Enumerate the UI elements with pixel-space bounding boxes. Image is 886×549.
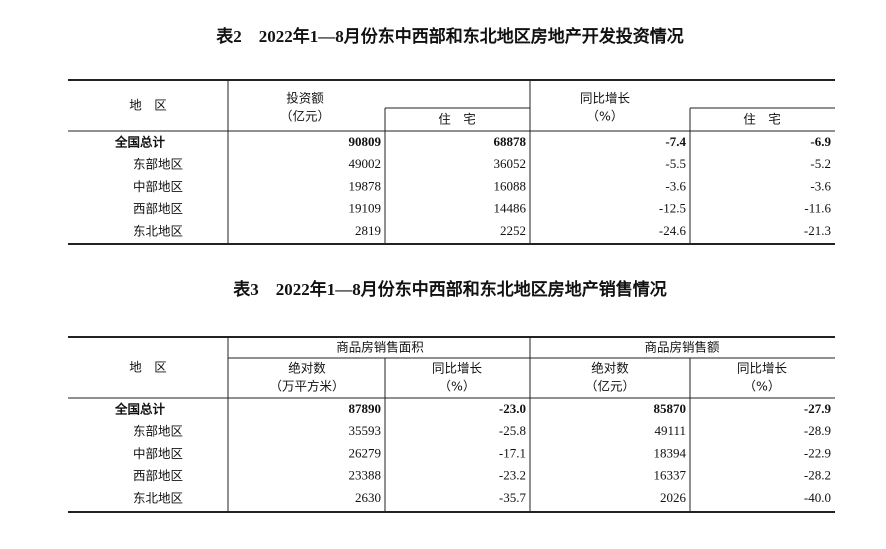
value-cell: 23388: [349, 468, 382, 483]
value-cell: -23.0: [499, 401, 526, 416]
value-cell: 19878: [349, 178, 382, 193]
region-cell: 西部地区: [133, 201, 183, 216]
header: 地 区: [129, 98, 167, 113]
value-cell: 49111: [654, 423, 686, 438]
region-cell: 东部地区: [133, 157, 183, 172]
value-cell: -27.9: [804, 401, 832, 416]
value-cell: -40.0: [804, 490, 831, 505]
header: 同比增长: [432, 361, 483, 376]
value-cell: 49002: [349, 156, 382, 171]
header: 商品房销售面积: [336, 340, 424, 355]
value-cell: 16088: [494, 178, 527, 193]
header: （万平方米）: [269, 379, 344, 394]
header: 地 区: [129, 360, 167, 375]
value-cell: 36052: [494, 156, 527, 171]
value-cell: -7.4: [665, 134, 686, 149]
table-title: 表2 2022年1—8月份东中西部和东北地区房地产开发投资情况: [216, 26, 684, 46]
region-cell: 东部地区: [133, 424, 183, 439]
value-cell: -28.2: [804, 468, 831, 483]
header: （%）: [744, 379, 781, 394]
value-cell: -5.2: [810, 156, 831, 171]
header: 住 宅: [438, 112, 476, 127]
value-cell: -35.7: [499, 490, 527, 505]
value-cell: -6.9: [810, 134, 831, 149]
value-cell: 14486: [494, 201, 527, 216]
value-cell: -23.2: [499, 468, 526, 483]
value-cell: -12.5: [659, 201, 686, 216]
value-cell: 26279: [349, 445, 382, 460]
header: （亿元）: [585, 379, 635, 394]
value-cell: -3.6: [810, 178, 831, 193]
region-cell: 全国总计: [114, 402, 166, 417]
header: 商品房销售额: [644, 340, 720, 355]
value-cell: 2630: [355, 490, 381, 505]
table-title: 表3 2022年1—8月份东中西部和东北地区房地产销售情况: [233, 279, 667, 299]
value-cell: 85870: [654, 401, 687, 416]
value-cell: 2819: [355, 223, 381, 238]
header: （%）: [439, 379, 476, 394]
value-cell: 87890: [349, 401, 382, 416]
header: 绝对数: [288, 361, 326, 376]
region-cell: 全国总计: [114, 135, 166, 150]
value-cell: -25.8: [499, 423, 526, 438]
value-cell: -24.6: [659, 223, 687, 238]
value-cell: 19109: [349, 201, 382, 216]
value-cell: 35593: [349, 423, 382, 438]
value-cell: 16337: [654, 468, 687, 483]
header: （亿元）: [280, 109, 330, 124]
value-cell: -21.3: [804, 223, 831, 238]
value-cell: 2026: [660, 490, 687, 505]
value-cell: -22.9: [804, 445, 831, 460]
value-cell: 68878: [494, 134, 527, 149]
region-cell: 中部地区: [133, 446, 183, 461]
value-cell: -11.6: [804, 201, 831, 216]
header: 住 宅: [743, 112, 781, 127]
region-cell: 西部地区: [133, 468, 183, 483]
value-cell: 2252: [500, 223, 526, 238]
header: 投资额: [286, 91, 324, 106]
header: 同比增长: [580, 91, 631, 106]
value-cell: 90809: [349, 134, 382, 149]
header: 同比增长: [737, 361, 788, 376]
value-cell: -5.5: [665, 156, 686, 171]
value-cell: -17.1: [499, 445, 526, 460]
region-cell: 中部地区: [133, 179, 183, 194]
region-cell: 东北地区: [133, 223, 183, 238]
value-cell: -3.6: [665, 178, 686, 193]
header: （%）: [587, 109, 624, 124]
header: 绝对数: [591, 361, 629, 376]
value-cell: 18394: [654, 445, 687, 460]
value-cell: -28.9: [804, 423, 831, 438]
region-cell: 东北地区: [133, 490, 183, 505]
